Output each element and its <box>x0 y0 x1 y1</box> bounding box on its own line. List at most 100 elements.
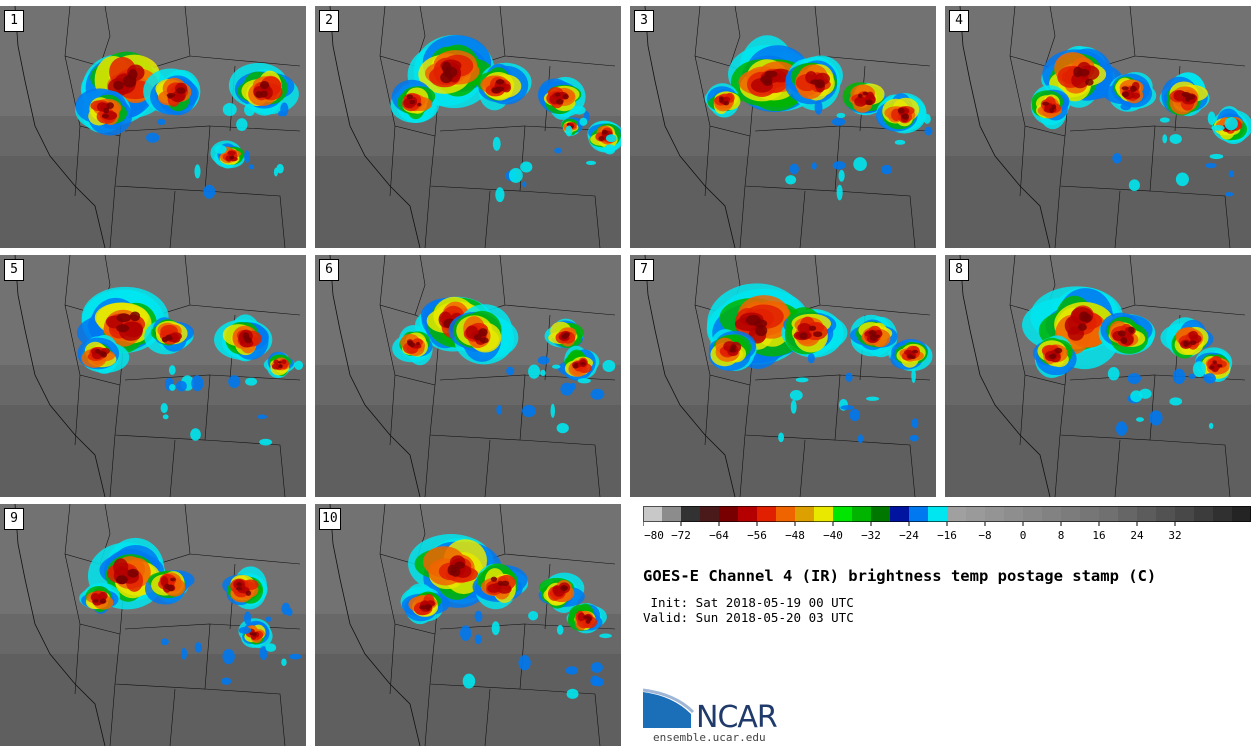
cloud-cell <box>495 187 505 203</box>
cloud-cell <box>222 648 235 665</box>
colorbar-tick-label: 16 <box>1092 529 1105 542</box>
cloud-cell <box>145 132 160 143</box>
storm-cell <box>1085 78 1094 86</box>
cloud-cell <box>594 677 604 687</box>
storm-cell <box>259 80 270 90</box>
storm-cell <box>1051 104 1057 110</box>
cloud-cell <box>1169 133 1182 144</box>
storm-cell <box>165 336 173 341</box>
cloud-cell <box>554 147 562 154</box>
cloud-cell <box>496 404 502 415</box>
storm-cell <box>1186 94 1196 100</box>
panel-label: 2 <box>319 10 339 32</box>
warm-ground-shade <box>630 405 936 497</box>
cloud-cell <box>222 102 237 117</box>
colorbar-tick-label: −56 <box>747 529 767 542</box>
cloud-cell <box>294 360 304 370</box>
storm-cell <box>447 564 457 576</box>
map-panel: 7 <box>630 255 936 497</box>
storm-cell <box>1131 92 1141 99</box>
cloud-cell <box>168 365 176 375</box>
storm-cell <box>106 102 114 110</box>
colorbar-swatch <box>1232 506 1251 522</box>
storm-cell <box>1189 340 1197 346</box>
cloud-cell <box>474 634 482 645</box>
storm-cell <box>278 364 283 369</box>
colorbar-swatch <box>1080 506 1099 522</box>
cloud-cell <box>840 405 855 410</box>
cloud-cell <box>244 150 250 163</box>
cloud-cell <box>789 390 803 401</box>
storm-cell <box>1188 330 1199 340</box>
storm-cell <box>1212 360 1217 365</box>
cloud-cell <box>569 382 577 390</box>
storm-cell <box>497 580 503 586</box>
cloud-cell <box>1175 172 1189 187</box>
cloud-cell <box>160 638 169 646</box>
coastline <box>644 255 736 497</box>
ir-brightness-map <box>630 6 936 248</box>
map-panel: 8 <box>945 255 1251 497</box>
storm-cell <box>730 344 737 350</box>
cloud-cell <box>894 139 906 145</box>
cloud-cell <box>1136 417 1144 422</box>
colorbar-swatch <box>985 506 1004 522</box>
colorbar-tick-label: 8 <box>1058 529 1065 542</box>
storm-cell <box>760 75 773 84</box>
storm-cell <box>799 332 808 340</box>
ir-brightness-map <box>315 504 621 746</box>
storm-cell <box>252 632 257 637</box>
cloud-cell <box>881 164 893 175</box>
valid-time: Valid: Sun 2018-05-20 03 UTC <box>643 610 854 625</box>
cloud-cell <box>838 169 845 182</box>
cloud-cell <box>203 184 216 199</box>
storm-cell <box>1128 326 1135 334</box>
cloud-cell <box>157 118 166 126</box>
init-time: Init: Sat 2018-05-19 00 UTC <box>643 595 854 610</box>
storm-cell <box>98 351 106 357</box>
cloud-cell <box>537 356 550 365</box>
cloud-cell <box>1120 102 1132 111</box>
storm-cell <box>244 337 253 344</box>
storm-cell <box>566 123 570 126</box>
cloud-cell <box>579 117 588 126</box>
storm-cell <box>495 86 505 92</box>
cloud-cell <box>1115 421 1128 436</box>
colorbar-swatch <box>966 506 985 522</box>
storm-cell <box>122 321 144 338</box>
cloud-cell <box>243 611 252 625</box>
ir-brightness-map <box>0 255 306 497</box>
cloud-cell <box>849 408 861 422</box>
colorbar-tick-label: −80 <box>644 529 664 542</box>
storm-cell <box>406 94 414 100</box>
cloud-cell <box>506 366 515 376</box>
warm-ground-shade <box>0 405 306 497</box>
cloud-cell <box>1228 170 1235 178</box>
cloud-cell <box>1208 422 1214 429</box>
cloud-cell <box>911 418 919 429</box>
cloud-cell <box>265 643 277 652</box>
storm-cell <box>236 582 242 587</box>
cloud-cell <box>551 364 561 369</box>
storm-cell <box>1130 85 1137 93</box>
colorbar-swatch <box>1099 506 1118 522</box>
storm-cell <box>454 561 465 569</box>
cloud-cell <box>1112 153 1122 164</box>
panel-label: 6 <box>319 259 339 281</box>
storm-cell <box>723 101 730 106</box>
logo-site: ensemble.ucar.edu <box>653 731 766 744</box>
colorbar-tick-label: −64 <box>709 529 729 542</box>
cloud-cell <box>175 380 187 392</box>
ir-brightness-map <box>945 6 1251 248</box>
panel-label: 4 <box>949 10 969 32</box>
storm-cell <box>167 94 173 99</box>
colorbar-swatch <box>890 506 909 522</box>
coastline <box>14 6 106 248</box>
colorbar-tick-label: −24 <box>899 529 919 542</box>
cloud-cell <box>162 414 169 420</box>
storm-cell <box>416 341 420 346</box>
colorbar-swatch <box>947 506 966 522</box>
colorbar-swatch <box>852 506 871 522</box>
map-panel: 2 <box>315 6 621 248</box>
cloud-cell <box>181 647 188 660</box>
